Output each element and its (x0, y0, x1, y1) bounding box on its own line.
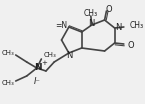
Text: N: N (116, 24, 122, 32)
Text: =N: =N (55, 22, 67, 30)
Text: N: N (89, 20, 95, 28)
Text: CH₃: CH₃ (129, 22, 143, 30)
Text: I⁻: I⁻ (33, 77, 40, 85)
Text: N: N (34, 63, 41, 72)
Text: CH₃: CH₃ (1, 80, 14, 86)
Text: N: N (66, 51, 72, 61)
Text: CH₃: CH₃ (43, 52, 56, 58)
Text: CH₃: CH₃ (84, 9, 98, 17)
Text: O: O (127, 40, 134, 50)
Text: +: + (41, 60, 47, 66)
Text: O: O (106, 4, 113, 14)
Text: CH₃: CH₃ (1, 50, 14, 56)
